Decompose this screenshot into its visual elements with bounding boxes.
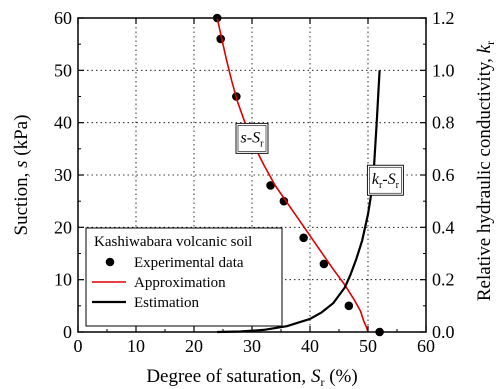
annotation-box — [366, 164, 404, 196]
x-tick-label: 0 — [74, 336, 83, 356]
y-right-tick-label: 0.2 — [432, 270, 455, 290]
y-right-tick-label: 0.8 — [432, 113, 455, 133]
data-point — [266, 181, 275, 190]
legend: Kashiwabara volcanic soil Experimental da… — [85, 227, 283, 327]
annotation-label: kr-Sr — [372, 171, 400, 191]
legend-entry-label: Approximation — [134, 275, 226, 291]
y-right-axis-title: Relative hydraulic conductivity, kr — [474, 41, 497, 301]
data-point — [319, 259, 329, 269]
axis-titles: Degree of saturation, Sr (%) Suction, s (… — [11, 41, 497, 389]
x-tick-label: 40 — [301, 336, 319, 356]
annotations: s-Sr kr-Sr — [235, 122, 404, 196]
annotation-box-inner — [237, 125, 267, 152]
y-left-tick-label: 10 — [54, 270, 72, 290]
y-left-tick-label: 30 — [54, 165, 72, 185]
x-tick-label: 50 — [359, 336, 377, 356]
data-point — [299, 233, 308, 243]
y-left-axis-title: Suction, s (kPa) — [11, 115, 32, 236]
y-right-tick-label: 1.0 — [432, 60, 455, 80]
axis-ticks: 0 10 20 30 40 50 6001020304050600.00.20.40.60.… — [54, 8, 455, 356]
x-axis-title: Degree of saturation, Sr (%) — [146, 366, 357, 389]
approximation-line — [216, 17, 369, 333]
y-left-tick-label: 40 — [54, 113, 72, 133]
legend-marker-dot — [105, 257, 115, 267]
s-sr-annotation: s-Sr — [235, 122, 269, 154]
x-tick-label: 60 — [417, 336, 435, 356]
legend-entry: Estimation — [92, 295, 199, 311]
y-right-tick-label: 1.2 — [432, 8, 455, 28]
legend-entry: Experimental data — [105, 255, 244, 271]
legend-entry-label: Experimental data — [134, 255, 244, 271]
y-left-tick-label: 50 — [54, 60, 72, 80]
data-point — [279, 196, 289, 206]
x-tick-label: 30 — [243, 336, 261, 356]
y-left-tick-label: 0 — [63, 322, 72, 342]
kr-sr-annotation: kr-Sr — [366, 164, 404, 196]
x-tick-label: 10 — [127, 336, 145, 356]
legend-title: Kashiwabara volcanic soil — [94, 234, 252, 250]
legend-box — [85, 227, 283, 327]
y-left-tick-label: 60 — [54, 8, 72, 28]
data-point — [344, 301, 354, 311]
annotation-label: s-Sr — [241, 129, 265, 149]
y-right-tick-label: 0.4 — [432, 217, 455, 237]
annotation-box-inner — [369, 166, 402, 194]
y-left-tick-label: 20 — [54, 217, 72, 237]
legend-entry-label: Estimation — [134, 295, 199, 311]
plot-series — [212, 13, 384, 337]
annotation-box — [235, 122, 269, 154]
x-tick-label: 20 — [185, 336, 203, 356]
y-right-tick-label: 0.6 — [432, 165, 455, 185]
y-right-tick-label: 0.0 — [432, 322, 455, 342]
legend-entry: Approximation — [92, 275, 226, 291]
